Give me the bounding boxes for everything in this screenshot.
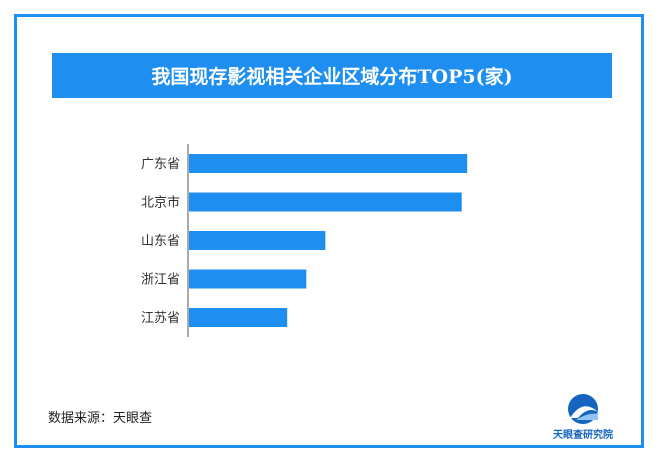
bar-2 (189, 231, 326, 250)
tianyancha-logo: 天眼查研究院 (548, 392, 618, 442)
category-label-0: 广东省 (141, 157, 180, 172)
chart-title: 我国现存影视相关企业区域分布TOP5(家) (151, 66, 513, 88)
category-label-4: 江苏省 (141, 310, 180, 326)
bars-group (189, 154, 468, 327)
category-label-3: 浙江省 (141, 273, 180, 288)
bar-4 (189, 308, 288, 327)
tianyancha-logo-icon (568, 394, 598, 424)
logo-text: 天眼查研究院 (553, 430, 613, 441)
bar-0 (189, 154, 468, 173)
bar-1 (189, 192, 462, 212)
bar-3 (189, 269, 307, 289)
category-label-2: 山东省 (141, 234, 180, 249)
data-source: 数据来源：天眼查 (48, 411, 153, 426)
category-label-1: 北京市 (141, 195, 180, 211)
title-banner: 我国现存影视相关企业区域分布TOP5(家) (52, 53, 612, 98)
